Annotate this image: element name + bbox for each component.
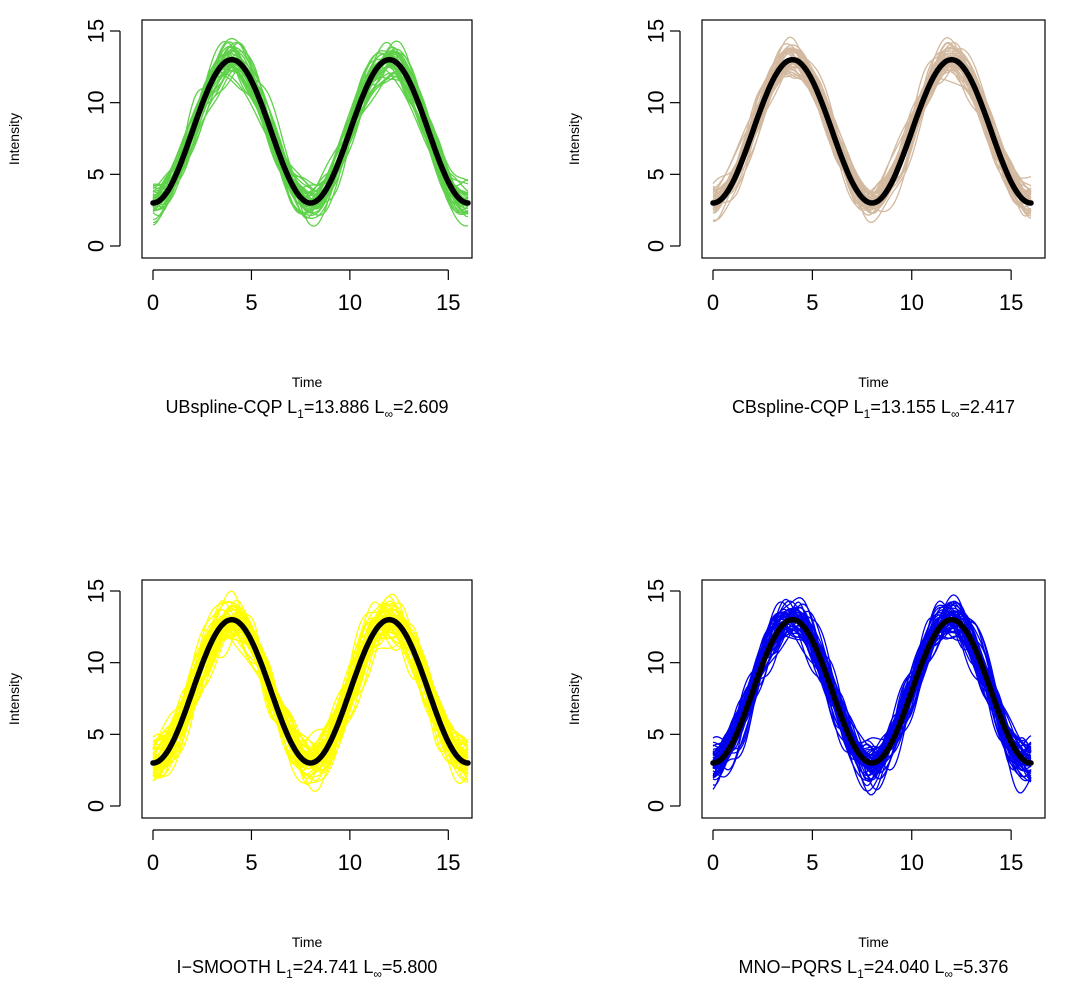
- sample-line: [152, 59, 469, 214]
- y-axis: 0 5 10 15: [644, 19, 681, 252]
- y-tick-label: 15: [84, 579, 109, 603]
- y-tick-label: 15: [644, 19, 669, 43]
- y-tick-label: 0: [644, 800, 669, 812]
- y-tick-label: 5: [84, 728, 109, 740]
- sample-line: [152, 56, 469, 214]
- plot-frame: [701, 579, 1046, 819]
- plot-frame: [701, 19, 1046, 259]
- y-axis-label: Intensity: [566, 673, 582, 725]
- y-axis: 0 5 10 15: [84, 19, 121, 252]
- true-curve-line: [150, 56, 471, 206]
- x-tick-label: 10: [338, 290, 362, 315]
- y-tick-label: 0: [644, 240, 669, 252]
- sample-line: [712, 601, 1032, 772]
- y-axis: 0 5 10 15: [644, 579, 681, 812]
- sample-line: [712, 612, 1032, 770]
- sample-line: [152, 64, 469, 203]
- y-axis-label: Intensity: [6, 113, 22, 165]
- sample-line: [712, 63, 1032, 201]
- x-tick-label: 5: [806, 290, 818, 315]
- y-tick-label: 15: [644, 579, 669, 603]
- true-curve-line: [710, 56, 1034, 206]
- x-tick-label: 5: [245, 290, 257, 315]
- sample-line: [712, 52, 1032, 214]
- x-tick-label: 0: [147, 850, 159, 875]
- x-tick-label: 5: [245, 850, 257, 875]
- sample-line: [152, 64, 469, 205]
- y-axis: 0 5 10 15: [84, 579, 121, 812]
- sample-line: [713, 56, 1032, 210]
- y-tick-label: 10: [644, 650, 669, 674]
- panel-caption: CBspline-CQP L1=13.155 L∞=2.417: [732, 397, 1015, 421]
- y-tick-label: 15: [84, 19, 109, 43]
- sample-line: [712, 63, 1032, 201]
- panel-caption: UBspline-CQP L1=13.886 L∞=2.609: [165, 397, 448, 421]
- chart-panel-3: 0 5 10 15 0 5 10 15 Intensity Time I−SMOOTH L1=24.…: [6, 579, 473, 981]
- x-tick-label: 0: [147, 290, 159, 315]
- y-tick-label: 10: [84, 650, 109, 674]
- x-tick-label: 5: [806, 850, 818, 875]
- x-tick-label: 10: [338, 850, 362, 875]
- sample-line: [712, 62, 1032, 201]
- plot-frame: [141, 579, 473, 819]
- true-curve-line: [710, 616, 1034, 766]
- y-tick-label: 5: [644, 728, 669, 740]
- x-axis-label: Time: [858, 374, 889, 390]
- y-tick-label: 10: [84, 90, 109, 114]
- x-axis-label: Time: [292, 934, 323, 950]
- y-tick-label: 5: [644, 168, 669, 180]
- sample-line: [712, 62, 1032, 211]
- sample-line: [152, 68, 469, 202]
- y-axis-label: Intensity: [566, 113, 582, 165]
- x-axis: 0 5 10 15: [707, 829, 1023, 875]
- x-axis-label: Time: [858, 934, 889, 950]
- sample-line: [152, 62, 469, 207]
- x-tick-label: 15: [436, 290, 460, 315]
- plot-frame: [141, 19, 473, 259]
- sample-line: [712, 606, 1032, 776]
- y-tick-label: 0: [84, 240, 109, 252]
- sample-curves: [712, 36, 1032, 223]
- sample-line: [712, 58, 1032, 212]
- x-tick-label: 15: [999, 290, 1023, 315]
- x-tick-label: 15: [999, 850, 1023, 875]
- x-axis: 0 5 10 15: [707, 269, 1023, 315]
- sample-line: [152, 65, 469, 203]
- sample-line: [152, 66, 469, 200]
- chart-panel-2: 0 5 10 15 0 5 10 15 Intensity Time CBspline-CQP L1…: [566, 19, 1046, 421]
- x-axis: 0 5 10 15: [147, 269, 461, 315]
- chart-panel-1: 0 5 10 15 0 5 10 15 Intensity Time UBspline-CQP L1…: [6, 19, 473, 421]
- true-curve-line: [150, 616, 471, 766]
- panel-caption: I−SMOOTH L1=24.741 L∞=5.800: [177, 957, 438, 981]
- sample-line: [152, 624, 469, 775]
- sample-line: [712, 64, 1032, 210]
- y-tick-label: 5: [84, 168, 109, 180]
- y-tick-label: 0: [84, 800, 109, 812]
- y-tick-label: 10: [644, 90, 669, 114]
- sample-line: [712, 57, 1032, 209]
- x-tick-label: 10: [900, 850, 924, 875]
- y-axis-label: Intensity: [6, 673, 22, 725]
- chart-panel-4: 0 5 10 15 0 5 10 15 Intensity Time MNO−PQRS L1=24.…: [566, 579, 1046, 981]
- panel-caption: MNO−PQRS L1=24.040 L∞=5.376: [739, 957, 1009, 981]
- sample-curves: [152, 37, 469, 227]
- x-tick-label: 0: [707, 290, 719, 315]
- x-tick-label: 15: [436, 850, 460, 875]
- x-axis-label: Time: [292, 374, 323, 390]
- x-tick-label: 10: [900, 290, 924, 315]
- x-axis: 0 5 10 15: [147, 829, 461, 875]
- x-tick-label: 0: [707, 850, 719, 875]
- sample-line: [152, 620, 469, 759]
